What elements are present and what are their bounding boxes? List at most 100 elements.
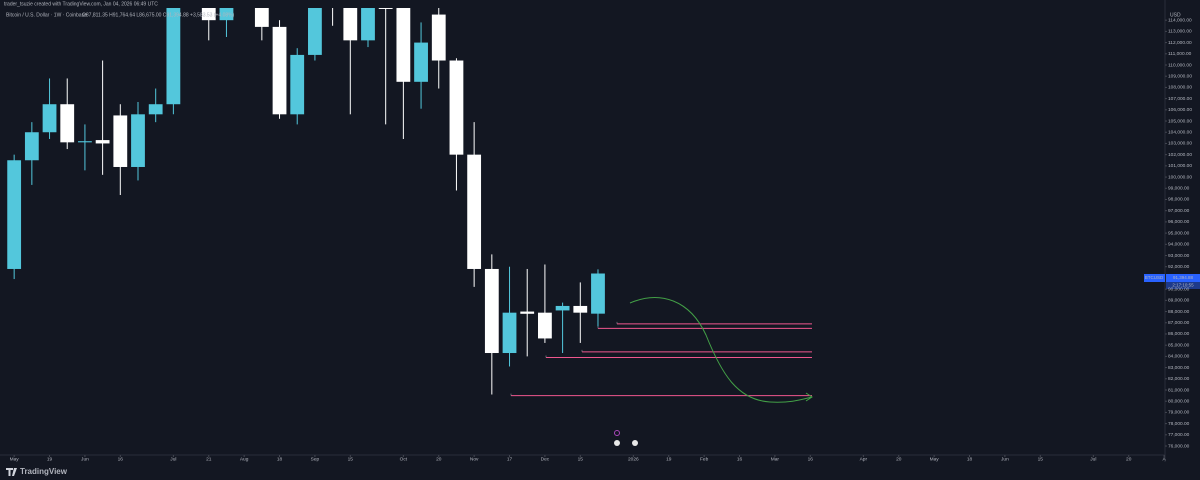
candle-body	[290, 54, 305, 115]
y-tick-label: 112,000.00	[1168, 40, 1192, 46]
x-tick-label: A	[1163, 456, 1167, 462]
y-tick-label: 111,000.00	[1168, 51, 1192, 57]
countdown-tag	[1166, 282, 1200, 289]
symbol-line: Bitcoin / U.S. Dollar · 1W · Coinbase	[6, 12, 87, 18]
symbol-tag-text: BTCUSD	[1145, 275, 1164, 280]
y-tick-label: 99,000.00	[1168, 186, 1190, 192]
x-tick-label: 19	[666, 456, 672, 462]
plot-area	[7, 8, 812, 397]
y-tick-label: 84,000.00	[1168, 354, 1190, 360]
candle-body	[555, 305, 570, 311]
y-tick-label: 103,000.00	[1168, 141, 1192, 147]
y-tick-label: 96,000.00	[1168, 219, 1190, 225]
y-tick-label: 82,000.00	[1168, 376, 1190, 382]
x-tick-label: 2026	[628, 456, 639, 462]
candle-body	[201, 8, 216, 21]
candle-body	[414, 42, 428, 82]
currency: USD	[1170, 12, 1181, 18]
x-tick-label: Oct	[400, 456, 408, 462]
x-tick-label: 16	[118, 456, 124, 462]
x-tick-label: Jul	[170, 456, 176, 462]
candle-body	[7, 160, 22, 269]
y-tick-label: 76,000.00	[1168, 443, 1190, 449]
y-tick-label: 102,000.00	[1168, 152, 1192, 158]
x-tick-label: Jun	[81, 456, 89, 462]
y-tick-label: 87,000.00	[1168, 320, 1190, 326]
x-tick-label: Mar	[771, 456, 780, 462]
x-tick-label: Dec	[541, 456, 550, 462]
y-tick-label: 83,000.00	[1168, 365, 1190, 371]
brand: TradingView	[20, 467, 68, 476]
price-tag-text: 91,394.88	[1173, 275, 1194, 280]
event-icon	[614, 430, 620, 436]
x-tick-label: 15	[578, 456, 584, 462]
symbol-tag	[1144, 274, 1165, 282]
candle-body	[95, 140, 110, 144]
candle-body	[502, 312, 517, 354]
x-tick-label: Jun	[1001, 456, 1009, 462]
x-tick-label: Aug	[240, 456, 249, 462]
candle-body	[254, 8, 269, 27]
candle-body	[131, 114, 145, 167]
y-tick-label: 107,000.00	[1168, 96, 1192, 102]
y-tick-label: 77,000.00	[1168, 432, 1190, 438]
candle-body	[219, 8, 234, 21]
x-tick-label: Nov	[470, 456, 479, 462]
candle-body	[166, 8, 181, 105]
candle-body	[78, 141, 92, 143]
event-icon	[632, 440, 638, 446]
event-icon	[614, 440, 620, 446]
candle-body	[343, 8, 358, 41]
y-tick-label: 92,000.00	[1168, 264, 1190, 270]
brand-logo	[6, 468, 17, 476]
candle-body	[538, 312, 552, 339]
candle-body	[272, 26, 287, 115]
countdown-text: 2:17:10:55	[1172, 283, 1194, 288]
y-tick-label: 81,000.00	[1168, 387, 1190, 393]
y-tick-label: 79,000.00	[1168, 410, 1190, 416]
x-tick-label: Jul	[1090, 456, 1096, 462]
candle-body	[573, 305, 588, 313]
y-tick-label: 78,000.00	[1168, 421, 1190, 427]
y-tick-label: 113,000.00	[1168, 29, 1192, 35]
x-tick-label: May	[930, 456, 940, 462]
candle-body	[308, 8, 322, 55]
candle-body	[591, 273, 605, 314]
y-tick-label: 106,000.00	[1168, 107, 1192, 113]
y-tick-label: 89,000.00	[1168, 298, 1190, 304]
candle-body	[378, 8, 393, 9]
projection-arrow	[629, 297, 813, 403]
y-tick-label: 114,000.00	[1168, 17, 1192, 23]
candle-body	[113, 115, 128, 167]
candle-body	[361, 8, 375, 41]
y-tick-label: 88,000.00	[1168, 309, 1190, 315]
x-tick-label: 20	[1126, 456, 1132, 462]
y-tick-label: 98,000.00	[1168, 197, 1190, 203]
candle-body	[431, 14, 446, 61]
x-tick-label: 16	[808, 456, 814, 462]
y-tick-label: 104,000.00	[1168, 130, 1192, 136]
x-tick-label: 18	[277, 456, 283, 462]
y-tick-label: 105,000.00	[1168, 118, 1192, 124]
y-tick-label: 108,000.00	[1168, 85, 1192, 91]
y-tick-label: 95,000.00	[1168, 230, 1190, 236]
y-tick-label: 97,000.00	[1168, 208, 1190, 214]
candle-body	[449, 60, 464, 155]
x-tick-label: 16	[737, 456, 743, 462]
x-tick-label: 20	[436, 456, 442, 462]
ohlc-line: O87,811.35 H91,764.64 L86,675.00 C91,394…	[82, 12, 235, 18]
candle-body	[42, 104, 57, 133]
header: trader_tsuzie created with TradingView.c…	[4, 1, 158, 7]
candle-body	[467, 154, 482, 269]
x-tick-label: 19	[47, 456, 53, 462]
candle-body	[148, 104, 163, 115]
x-tick-label: May	[10, 456, 20, 462]
y-tick-label: 90,000.00	[1168, 286, 1190, 292]
price-tag	[1166, 274, 1200, 282]
y-tick-label: 80,000.00	[1168, 398, 1190, 404]
x-tick-label: 15	[348, 456, 354, 462]
x-tick-label: 18	[967, 456, 973, 462]
y-tick-label: 86,000.00	[1168, 331, 1190, 337]
